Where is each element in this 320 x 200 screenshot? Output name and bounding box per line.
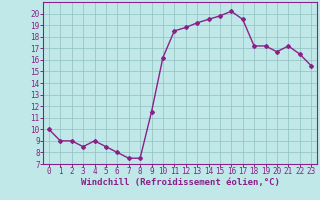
X-axis label: Windchill (Refroidissement éolien,°C): Windchill (Refroidissement éolien,°C) <box>81 178 279 187</box>
